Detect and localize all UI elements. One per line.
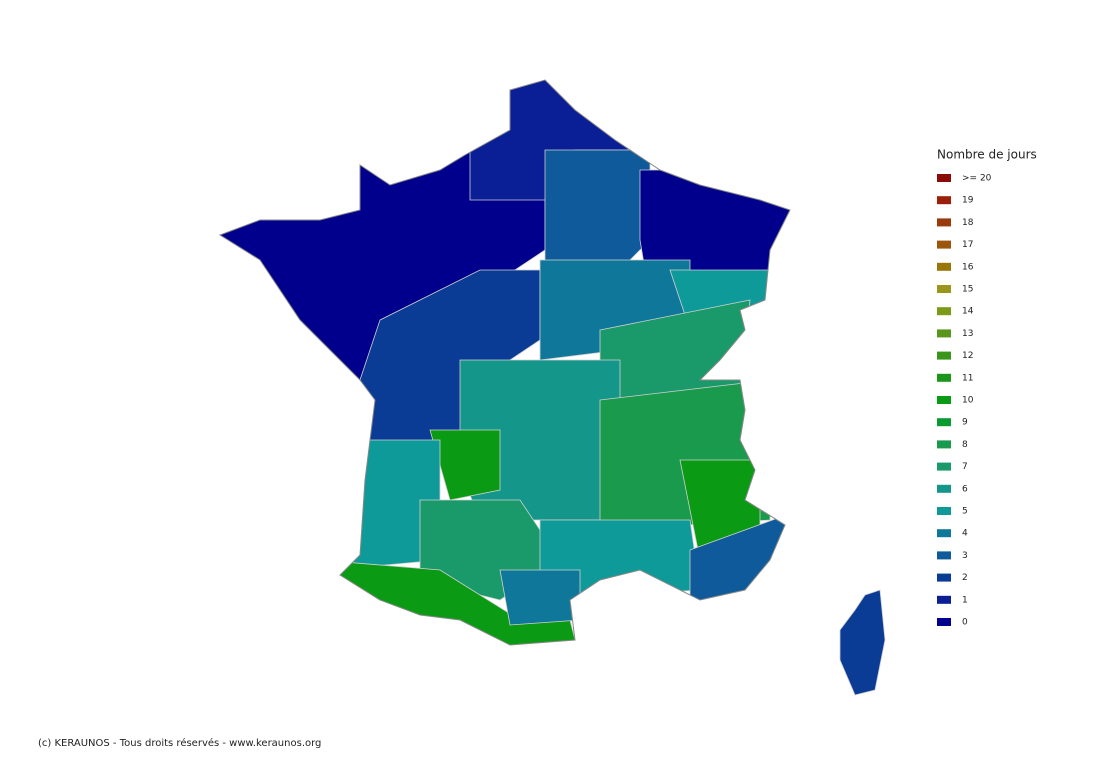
legend-label: 18 bbox=[962, 218, 974, 228]
department-zone bbox=[499, 569, 581, 626]
legend-swatch bbox=[937, 440, 951, 449]
legend-label: 16 bbox=[962, 262, 974, 272]
legend-swatch bbox=[937, 507, 951, 515]
legend-label: 0 bbox=[962, 618, 968, 628]
corsica bbox=[839, 589, 886, 696]
legend-label: 7 bbox=[962, 462, 968, 472]
legend-label: 15 bbox=[962, 285, 973, 295]
legend-label: 5 bbox=[962, 507, 968, 517]
france-outline bbox=[218, 79, 791, 646]
department-zone bbox=[429, 429, 501, 501]
legend-swatch bbox=[937, 618, 951, 626]
legend-title: Nombre de jours bbox=[937, 148, 1037, 162]
legend-swatch bbox=[937, 262, 951, 271]
legend-label: 17 bbox=[962, 240, 973, 250]
legend-swatch bbox=[937, 595, 951, 604]
legend-swatch bbox=[937, 196, 951, 205]
legend-label: 8 bbox=[962, 440, 968, 450]
legend-label: 6 bbox=[962, 484, 968, 494]
legend-label: 2 bbox=[962, 573, 968, 583]
legend-label: 10 bbox=[962, 396, 974, 406]
legend-label: 12 bbox=[962, 351, 973, 361]
legend-label: >= 20 bbox=[962, 174, 992, 184]
legend-swatch bbox=[937, 329, 951, 338]
legend-label: 19 bbox=[962, 196, 974, 206]
legend-swatch bbox=[937, 307, 951, 316]
legend-swatch bbox=[937, 529, 951, 538]
legend-swatch bbox=[937, 174, 951, 182]
legend-swatch bbox=[937, 396, 951, 404]
legend-swatch bbox=[937, 462, 951, 471]
legend-label: 13 bbox=[962, 329, 973, 339]
legend-swatch bbox=[937, 218, 951, 227]
legend-label: 9 bbox=[962, 418, 968, 428]
legend-swatch bbox=[937, 373, 951, 382]
footer: (c) KERAUNOS - Tous droits réservés - ww… bbox=[38, 737, 321, 749]
legend-label: 14 bbox=[962, 307, 974, 317]
legend-label: 1 bbox=[962, 595, 968, 605]
legend-swatch bbox=[937, 551, 951, 560]
legend-swatch bbox=[937, 484, 951, 493]
legend-label: 3 bbox=[962, 551, 968, 561]
legend-swatch bbox=[937, 573, 951, 582]
legend-swatch bbox=[937, 351, 951, 360]
legend-label: 4 bbox=[962, 529, 968, 539]
legend-label: 11 bbox=[962, 373, 973, 383]
legend-swatch bbox=[937, 285, 951, 293]
legend-swatch bbox=[937, 240, 951, 249]
department-zone bbox=[839, 589, 886, 696]
legend-swatch bbox=[937, 418, 951, 427]
